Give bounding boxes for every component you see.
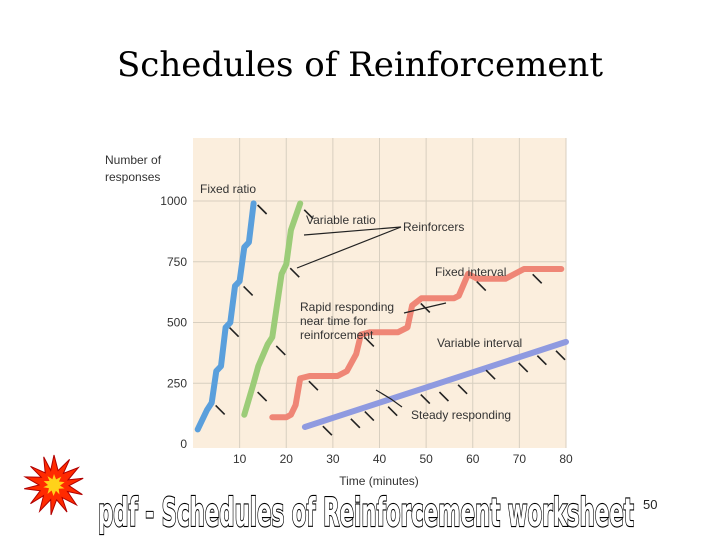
reinforcer-mark	[532, 273, 543, 284]
x-tick-label: 70	[513, 452, 527, 466]
reinforcer-mark	[243, 285, 254, 296]
axis-tick-labels: 10 20 30 40 50 60 70 80 0 250 500 750 1000	[160, 194, 573, 466]
annotation-label: Reinforcers	[403, 220, 464, 234]
annotation-labels: Fixed ratio Variable ratio Reinforcers Fixe…	[200, 182, 522, 422]
annotation-label: Variable ratio	[306, 213, 376, 227]
x-tick-label: 60	[466, 452, 480, 466]
annotation-label: Steady responding	[411, 408, 511, 422]
annotation-label: Fixed ratio	[200, 182, 256, 196]
series-line-fixed-interval	[269, 266, 565, 421]
worksheet-banner[interactable]: pdf - Schedules of Reinforcement workshe…	[94, 478, 639, 536]
reinforcer-mark	[457, 384, 468, 395]
reinforcer-mark	[485, 369, 496, 380]
reinforcer-mark	[364, 336, 375, 348]
reinforcer-mark	[289, 267, 300, 278]
starburst-icon	[23, 454, 84, 516]
grid-lines	[193, 138, 567, 448]
y-axis-label: responses	[105, 170, 160, 184]
annotation-leaders	[296, 226, 447, 408]
leader-line	[296, 226, 402, 269]
annotation-label: reinforcement	[300, 328, 374, 342]
reinforcer-mark	[476, 280, 487, 292]
reinforcer-mark	[275, 345, 286, 356]
reinforcer-mark	[215, 404, 226, 416]
annotation-label: Rapid responding	[300, 300, 394, 314]
x-axis-label: Time (minutes)	[339, 474, 419, 488]
reinforcer-mark	[420, 393, 431, 405]
reinforcer-mark	[364, 410, 375, 422]
x-tick-label: 50	[419, 452, 433, 466]
y-tick-label: 750	[167, 255, 187, 269]
series-line-fixed-ratio	[194, 200, 257, 433]
reinforcer-mark	[438, 391, 450, 402]
x-tick-label: 40	[373, 452, 387, 466]
y-axis-label: Number of	[105, 153, 162, 167]
reinforcer-mark	[308, 380, 319, 391]
reinforcer-marks	[215, 204, 566, 436]
reinforcer-mark	[536, 355, 547, 366]
reinforcer-mark	[322, 425, 333, 436]
series-line-variable-ratio	[241, 200, 304, 418]
banner-text: pdf - Schedules of Reinforcement workshe…	[98, 491, 634, 536]
y-tick-label: 500	[167, 316, 187, 330]
reinforcer-mark	[387, 406, 398, 417]
page-number: 50	[643, 497, 658, 512]
reinforcer-mark	[257, 204, 268, 215]
reinforcer-mark	[518, 362, 529, 373]
x-tick-label: 30	[326, 452, 340, 466]
reinforcer-mark	[350, 418, 361, 429]
x-tick-label: 80	[559, 452, 573, 466]
series-lines	[194, 200, 569, 433]
annotation-label: near time for	[300, 314, 367, 328]
reinforcer-mark	[555, 350, 566, 361]
reinforcer-mark	[257, 391, 268, 402]
x-tick-label: 20	[280, 452, 294, 466]
leader-line	[403, 302, 447, 314]
leader-line	[375, 389, 403, 408]
y-tick-label: 1000	[160, 194, 187, 208]
reinforcer-mark	[303, 209, 314, 220]
annotation-label: Fixed interval	[435, 265, 506, 279]
series-line-variable-interval	[301, 338, 569, 430]
leader-line	[303, 226, 402, 236]
y-tick-label: 0	[180, 437, 187, 451]
annotation-label: Variable interval	[437, 336, 522, 350]
x-tick-label: 10	[233, 452, 247, 466]
reinforcer-mark	[229, 327, 240, 338]
page-title: Schedules of Reinforcement	[116, 45, 603, 85]
y-tick-label: 250	[167, 376, 187, 390]
